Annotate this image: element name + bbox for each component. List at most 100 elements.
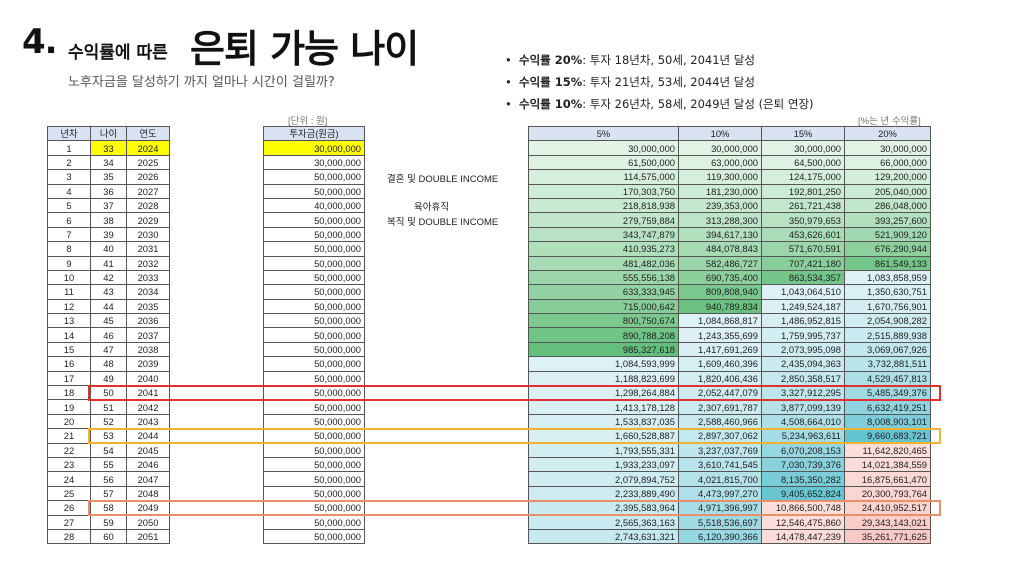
- cell: 2037: [126, 327, 170, 343]
- return-cell: 940,789,834: [678, 298, 762, 315]
- table-row: 9 41 2032: [47, 255, 170, 271]
- table-row: 1,084,593,999 1,609,460,396 2,435,094,363 3…: [528, 356, 931, 372]
- cell: 18: [47, 385, 91, 401]
- table-row: 2,743,631,321 6,120,390,366 14,478,447,239…: [528, 528, 931, 545]
- investment-cell: 50,000,000: [263, 385, 365, 401]
- cell: 44: [90, 298, 127, 315]
- cell: 60: [90, 528, 127, 545]
- table-row: 2,395,583,964 4,971,396,997 10,866,500,748…: [528, 500, 931, 516]
- table-row: 50,000,000: [263, 456, 365, 473]
- cell: 4: [47, 183, 91, 199]
- return-cell: 1,793,555,331: [528, 442, 679, 458]
- return-cell: 114,575,000: [528, 169, 679, 185]
- return-cell: 1,933,233,097: [528, 456, 679, 473]
- return-cell: 1,350,630,751: [844, 284, 931, 300]
- return-cell: 14,021,384,559: [844, 456, 931, 473]
- investment-cell: 50,000,000: [263, 313, 365, 329]
- investment-cell: 50,000,000: [263, 298, 365, 315]
- bullet-item: • 수익률 20%: 투자 18년차, 50세, 2041년 달성: [505, 53, 755, 67]
- return-cell: 1,084,868,817: [678, 313, 762, 329]
- rate-unit-label: [%는 년 수익률]: [858, 116, 921, 127]
- return-cell: 6,070,208,153: [761, 442, 845, 458]
- table-row: 5 37 2028: [47, 197, 170, 214]
- cell: 23: [47, 456, 91, 473]
- table-row: 50,000,000: [263, 169, 365, 185]
- table-row: 50,000,000: [263, 241, 365, 257]
- return-cell: 7,030,739,376: [761, 456, 845, 473]
- return-cell: 809,808,940: [678, 284, 762, 300]
- return-cell: 129,200,000: [844, 169, 931, 185]
- title-prefix: 수익률에 따른: [68, 43, 168, 63]
- return-cell: 1,298,264,884: [528, 385, 679, 401]
- return-cell: 861,549,133: [844, 255, 931, 271]
- table-row: 50,000,000: [263, 298, 365, 315]
- return-cell: 261,721,438: [761, 197, 845, 214]
- cell: 17: [47, 370, 91, 387]
- table-row: 26 58 2049: [47, 500, 170, 516]
- investment-cell: 50,000,000: [263, 456, 365, 473]
- return-cell: 3,610,741,545: [678, 456, 762, 473]
- return-cell: 170,303,750: [528, 183, 679, 199]
- page-subtitle: 노후자금을 달성하기 까지 얼마나 시간이 걸릴까?: [68, 75, 335, 90]
- return-cell: 800,750,674: [528, 313, 679, 329]
- cell: 26: [47, 500, 91, 516]
- return-cell: 521,909,120: [844, 226, 931, 243]
- investment-cell: 50,000,000: [263, 413, 365, 430]
- table-row: 555,556,138 690,735,400 863,534,357 1,083,8…: [528, 269, 931, 286]
- cell: 2040: [126, 370, 170, 387]
- table-row: 50,000,000: [263, 528, 365, 545]
- return-cell: 11,642,820,465: [844, 442, 931, 458]
- table-row: 800,750,674 1,084,868,817 1,486,952,815 2,0…: [528, 313, 931, 329]
- table-row: 715,000,642 940,789,834 1,249,524,187 1,670…: [528, 298, 931, 315]
- table-row: 50,000,000: [263, 514, 365, 530]
- cell: 21: [47, 428, 91, 444]
- table-row: 8 40 2031: [47, 241, 170, 257]
- investment-cell: 50,000,000: [263, 428, 365, 444]
- table-row: 170,303,750 181,230,000 192,801,250 205,040…: [528, 183, 931, 199]
- cell: 11: [47, 284, 91, 300]
- return-cell: 5,518,536,697: [678, 514, 762, 530]
- return-cell: 582,486,727: [678, 255, 762, 271]
- return-cell: 29,343,143,021: [844, 514, 931, 530]
- cell: 2044: [126, 428, 170, 444]
- table-row: 1 33 2024: [47, 140, 170, 156]
- rate-column-header: 20%: [844, 125, 931, 142]
- cell: 53: [90, 428, 127, 444]
- cell: 36: [90, 183, 127, 199]
- cell: 56: [90, 471, 127, 487]
- return-cell: 1,083,858,959: [844, 269, 931, 286]
- cell: 55: [90, 456, 127, 473]
- return-cell: 6,120,390,366: [678, 528, 762, 545]
- return-cell: 205,040,000: [844, 183, 931, 199]
- table-row: 13 45 2036: [47, 313, 170, 329]
- return-cell: 16,875,661,470: [844, 471, 931, 487]
- cell: 7: [47, 226, 91, 243]
- return-cell: 2,743,631,321: [528, 528, 679, 545]
- table-row: 10 42 2033: [47, 269, 170, 286]
- investment-cell: 50,000,000: [263, 370, 365, 387]
- table-row: 2 34 2025: [47, 154, 170, 171]
- return-cell: 715,000,642: [528, 298, 679, 315]
- cell: 2: [47, 154, 91, 171]
- return-cell: 313,288,300: [678, 212, 762, 228]
- bullet-rate: 수익률 20%: [519, 53, 583, 67]
- summary-bullets: • 수익률 20%: 투자 18년차, 50세, 2041년 달성 • 수익률 15…: [505, 49, 814, 115]
- bullet-text: : 투자 18년차, 50세, 2041년 달성: [582, 53, 755, 67]
- return-cell: 35,261,771,625: [844, 528, 931, 545]
- return-cell: 985,327,618: [528, 341, 679, 358]
- cell: 15: [47, 341, 91, 358]
- table-row: 14 46 2037: [47, 327, 170, 343]
- column-header: 나이: [90, 125, 127, 142]
- return-cell: 4,529,457,813: [844, 370, 931, 387]
- return-cell: 30,000,000: [844, 140, 931, 156]
- table-row: 50,000,000: [263, 413, 365, 430]
- table-row: 30,000,000: [263, 140, 365, 156]
- table-row: 633,333,945 809,808,940 1,043,064,510 1,350…: [528, 284, 931, 300]
- return-cell: 9,660,683,721: [844, 428, 931, 444]
- cell: 14: [47, 327, 91, 343]
- table-row: 50,000,000: [263, 471, 365, 487]
- table-row: 22 54 2045: [47, 442, 170, 458]
- rate-column-header: 10%: [678, 125, 762, 142]
- return-cell: 1,670,756,901: [844, 298, 931, 315]
- table-row: 50,000,000: [263, 313, 365, 329]
